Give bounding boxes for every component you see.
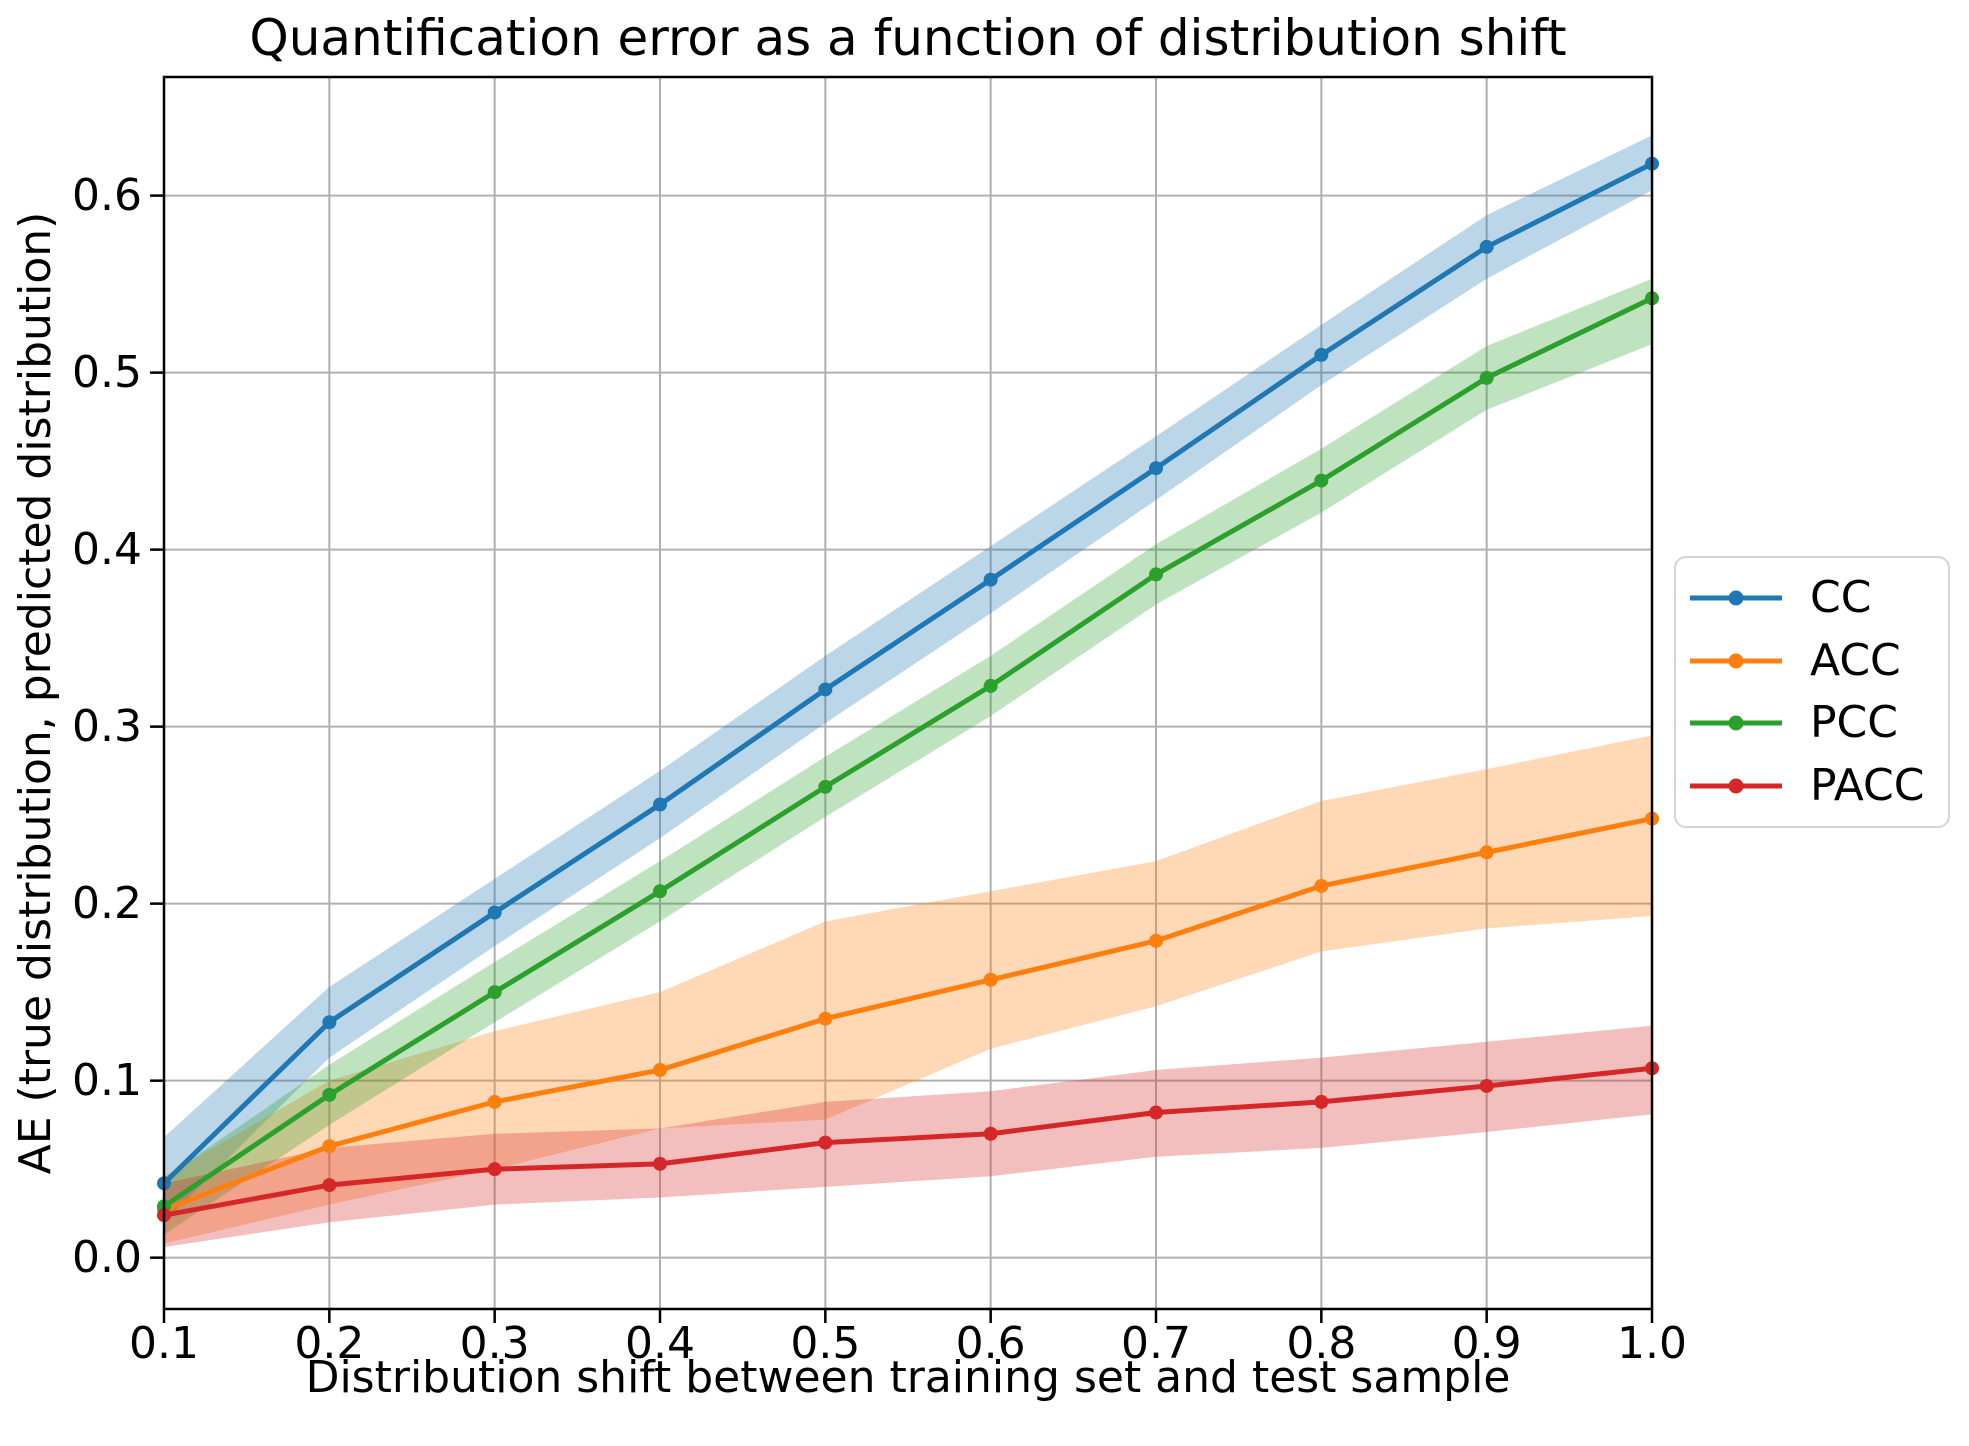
x-tick-label: 0.6 xyxy=(955,1318,1026,1369)
y-tick-label: 0.3 xyxy=(72,700,142,752)
series-line-acc xyxy=(161,816,1655,1213)
x-tick-label: 1.0 xyxy=(1617,1318,1687,1369)
data-point-pacc xyxy=(983,1126,998,1141)
data-point-pacc xyxy=(1479,1078,1494,1093)
y-tick-label: 0.4 xyxy=(72,523,142,575)
legend-label-cc: CC xyxy=(1810,572,1872,624)
series-line-pacc xyxy=(161,1065,1655,1218)
data-point-cc xyxy=(818,682,833,697)
x-tick-label: 0.9 xyxy=(1451,1318,1522,1369)
data-point-acc xyxy=(322,1139,337,1154)
series-band-acc xyxy=(164,735,1652,1244)
data-point-acc xyxy=(1149,933,1163,948)
data-point-pacc xyxy=(818,1135,833,1150)
data-point-cc xyxy=(1314,347,1329,362)
plot-border xyxy=(162,75,1654,1311)
series-line-cc xyxy=(161,161,1655,1186)
data-point-cc xyxy=(1479,239,1494,254)
data-point-acc xyxy=(818,1011,833,1026)
legend-swatch-acc-icon xyxy=(1690,653,1782,669)
legend-label-pacc: PACC xyxy=(1810,759,1925,811)
data-point-acc xyxy=(1479,845,1494,860)
data-point-pacc xyxy=(322,1178,337,1193)
data-point-pacc xyxy=(487,1162,502,1177)
data-point-acc xyxy=(653,1063,667,1078)
series-band-pcc xyxy=(164,278,1652,1235)
x-tick-label: 0.1 xyxy=(129,1318,199,1369)
series-line-pcc xyxy=(161,295,1655,1209)
data-point-cc xyxy=(322,1015,337,1030)
legend-item-pcc: PCC xyxy=(1688,697,1948,749)
data-point-cc xyxy=(983,572,998,587)
x-axis-label: Distribution shift between training set … xyxy=(305,1352,1511,1403)
y-tick-label: 0.0 xyxy=(72,1231,142,1283)
y-tick-label: 0.1 xyxy=(72,1054,142,1106)
x-tick-label: 0.2 xyxy=(294,1318,365,1369)
data-point-pacc xyxy=(1314,1094,1329,1109)
data-point-pcc xyxy=(818,779,833,794)
x-tick-label: 0.8 xyxy=(1286,1318,1357,1369)
legend-label-pcc: PCC xyxy=(1810,697,1898,749)
data-point-pcc xyxy=(487,985,502,1000)
x-tick-label: 0.3 xyxy=(459,1318,530,1369)
legend: CC ACC PCC PACC xyxy=(1674,556,1950,828)
data-point-cc xyxy=(1149,461,1163,476)
data-point-pcc xyxy=(1314,473,1329,488)
y-tick-label: 0.5 xyxy=(72,346,142,398)
data-point-pacc xyxy=(653,1156,667,1171)
data-point-pcc xyxy=(983,678,998,693)
y-tick-label: 0.6 xyxy=(72,169,142,221)
data-point-cc xyxy=(487,905,502,920)
data-point-pcc xyxy=(322,1087,337,1102)
legend-label-acc: ACC xyxy=(1810,634,1901,686)
legend-item-acc: ACC xyxy=(1688,635,1948,687)
data-point-acc xyxy=(1314,878,1329,893)
y-tick-label: 0.2 xyxy=(72,877,142,929)
data-point-pcc xyxy=(1479,370,1494,385)
legend-item-cc: CC xyxy=(1688,572,1948,624)
legend-swatch-pcc-icon xyxy=(1690,715,1782,731)
chart-title: Quantification error as a function of di… xyxy=(249,9,1567,67)
data-point-pacc xyxy=(1149,1105,1163,1120)
x-tick-label: 0.4 xyxy=(625,1318,695,1369)
series-band-cc xyxy=(164,135,1652,1223)
x-tick-label: 0.5 xyxy=(790,1318,861,1369)
data-point-pcc xyxy=(1149,567,1163,582)
legend-item-pacc: PACC xyxy=(1688,760,1948,812)
data-point-acc xyxy=(487,1094,502,1109)
data-point-acc xyxy=(983,972,998,987)
data-point-cc xyxy=(653,797,667,812)
data-point-pcc xyxy=(653,884,667,899)
legend-swatch-cc-icon xyxy=(1690,590,1782,606)
legend-swatch-pacc-icon xyxy=(1690,778,1782,794)
x-tick-label: 0.7 xyxy=(1121,1318,1191,1369)
